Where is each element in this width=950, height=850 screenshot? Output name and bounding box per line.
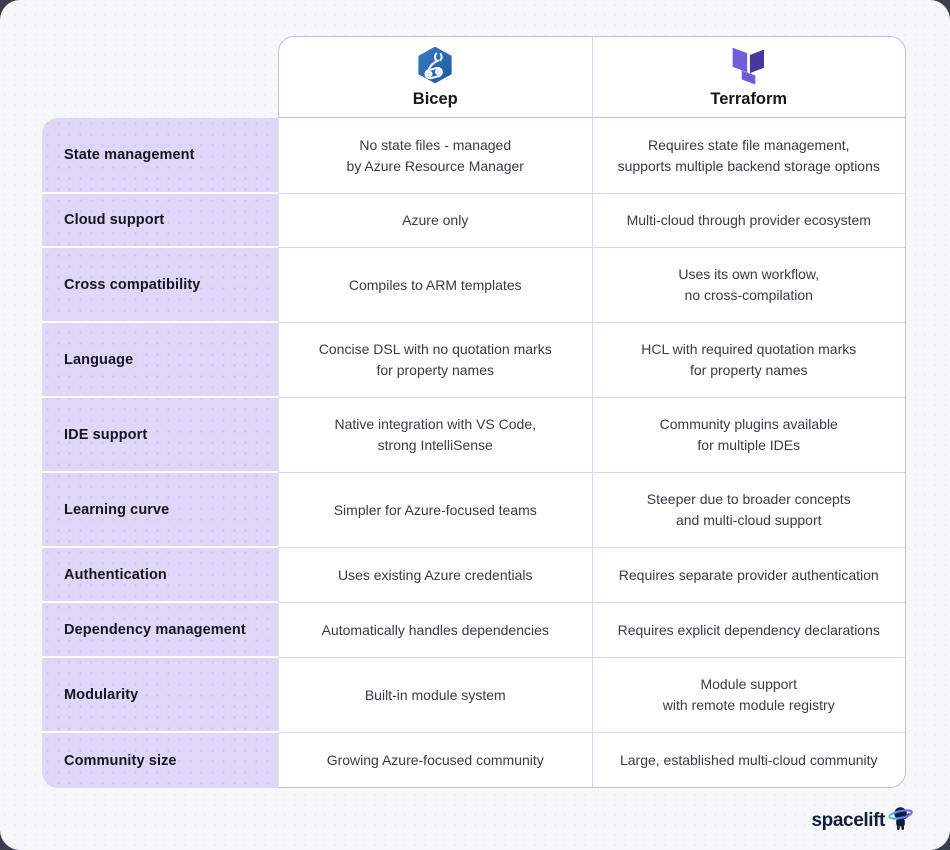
feature-label-text: Modularity xyxy=(64,686,139,703)
terraform-value-cell: Requires explicit dependency declaration… xyxy=(591,603,906,657)
brand-footer: spacelift xyxy=(812,803,917,838)
bicep-value-text: Simpler for Azure-focused teams xyxy=(333,501,537,518)
bicep-value-text: Compiles to ARM templates xyxy=(348,276,522,293)
table-row: Built-in module system Module support wit… xyxy=(279,658,905,733)
spacelift-astronaut-icon xyxy=(886,803,916,838)
bicep-value-text: Azure only xyxy=(402,212,469,228)
table-row: Simpler for Azure-focused teams Steeper d… xyxy=(279,473,905,548)
bicep-value-cell: Built-in module system xyxy=(279,658,592,732)
feature-label-column: State management Cloud support Cross compa… xyxy=(42,118,278,788)
comparison-grid: No state files - managed by Azure Resour… xyxy=(278,118,906,788)
feature-label-text: Learning curve xyxy=(64,501,170,518)
terraform-value-text: Requires state file management, supports… xyxy=(617,136,880,174)
header-cell-terraform: Terraform xyxy=(591,37,906,117)
feature-label-text: Community size xyxy=(64,752,177,769)
table-row: Native integration with VS Code, strong … xyxy=(279,398,905,473)
tool-name-bicep: Bicep xyxy=(412,90,458,108)
terraform-value-text: Uses its own workflow, no cross-compilat… xyxy=(678,266,820,303)
feature-label-text: Cloud support xyxy=(64,212,165,228)
feature-label-text: IDE support xyxy=(64,426,148,443)
terraform-value-cell: Module support with remote module regist… xyxy=(591,658,906,732)
terraform-value-text: Steeper due to broader concepts and mult… xyxy=(646,491,851,528)
terraform-value-cell: Steeper due to broader concepts and mult… xyxy=(591,473,906,547)
terraform-value-cell: Community plugins available for multiple… xyxy=(591,398,906,472)
bicep-value-text: Native integration with VS Code, strong … xyxy=(334,416,537,453)
bicep-value-cell: Uses existing Azure credentials xyxy=(279,548,592,602)
feature-label: Cloud support xyxy=(42,194,278,248)
bicep-value-text: Uses existing Azure credentials xyxy=(337,566,533,583)
table-row: Growing Azure-focused community Large, es… xyxy=(279,733,906,787)
feature-label-text: Authentication xyxy=(64,566,167,583)
table-row: No state files - managed by Azure Resour… xyxy=(279,118,905,194)
terraform-value-cell: Requires state file management, supports… xyxy=(591,118,906,193)
terraform-value-cell: Requires separate provider authenticatio… xyxy=(591,548,906,602)
tool-name-terraform: Terraform xyxy=(710,90,788,108)
feature-label: State management xyxy=(42,118,278,194)
bicep-value-text: No state files - managed by Azure Resour… xyxy=(346,136,524,174)
bicep-logo-icon xyxy=(414,45,456,85)
table-row: Concise DSL with no quotation marks for … xyxy=(279,323,905,398)
table-row: Azure only Multi-cloud through provider e… xyxy=(279,194,905,248)
feature-label-text: Dependency management xyxy=(64,621,246,638)
terraform-value-text: Multi-cloud through provider ecosystem xyxy=(626,212,871,228)
feature-label: Learning curve xyxy=(42,473,278,548)
terraform-value-text: Community plugins available for multiple… xyxy=(659,416,838,453)
feature-label: Authentication xyxy=(42,548,278,603)
terraform-value-text: Requires explicit dependency declaration… xyxy=(617,621,880,638)
bicep-value-text: Growing Azure-focused community xyxy=(326,752,544,768)
feature-label-text: Cross compatibility xyxy=(64,276,201,293)
table-row: Compiles to ARM templates Uses its own wo… xyxy=(279,248,905,323)
bicep-value-cell: No state files - managed by Azure Resour… xyxy=(279,118,592,193)
feature-label: Dependency management xyxy=(42,603,278,658)
table-row: Uses existing Azure credentials Requires … xyxy=(279,548,905,603)
bicep-value-cell: Compiles to ARM templates xyxy=(279,248,592,322)
brand-wordmark: spacelift xyxy=(811,809,886,831)
feature-label: Modularity xyxy=(42,658,278,733)
feature-label: Community size xyxy=(42,733,278,788)
terraform-value-cell: Uses its own workflow, no cross-compilat… xyxy=(591,248,906,322)
feature-label: IDE support xyxy=(42,398,278,473)
bicep-value-cell: Native integration with VS Code, strong … xyxy=(279,398,592,472)
terraform-value-cell: HCL with required quotation marks for pr… xyxy=(591,323,906,397)
tools-header: Bicep Terraform xyxy=(278,36,906,118)
bicep-value-text: Automatically handles dependencies xyxy=(321,621,549,638)
bicep-value-cell: Concise DSL with no quotation marks for … xyxy=(279,323,592,397)
terraform-value-cell: Multi-cloud through provider ecosystem xyxy=(591,194,906,247)
terraform-value-text: Large, established multi-cloud community xyxy=(619,752,878,768)
feature-label-text: Language xyxy=(64,351,134,368)
terraform-value-cell: Large, established multi-cloud community xyxy=(591,733,906,787)
terraform-logo-icon xyxy=(727,45,771,85)
bicep-value-cell: Automatically handles dependencies xyxy=(279,603,592,657)
header-cell-bicep: Bicep xyxy=(279,37,592,117)
terraform-value-text: Module support with remote module regist… xyxy=(662,676,835,713)
bicep-value-cell: Growing Azure-focused community xyxy=(279,733,592,787)
bicep-value-cell: Azure only xyxy=(279,194,592,247)
feature-label: Language xyxy=(42,323,278,398)
feature-label: Cross compatibility xyxy=(42,248,278,323)
table-row: Automatically handles dependencies Requir… xyxy=(279,603,905,658)
bicep-value-text: Concise DSL with no quotation marks for … xyxy=(318,341,552,378)
bicep-value-text: Built-in module system xyxy=(364,686,506,703)
bicep-value-cell: Simpler for Azure-focused teams xyxy=(279,473,592,547)
feature-label-text: State management xyxy=(64,147,195,163)
terraform-value-text: Requires separate provider authenticatio… xyxy=(618,566,879,583)
terraform-value-text: HCL with required quotation marks for pr… xyxy=(641,341,857,378)
